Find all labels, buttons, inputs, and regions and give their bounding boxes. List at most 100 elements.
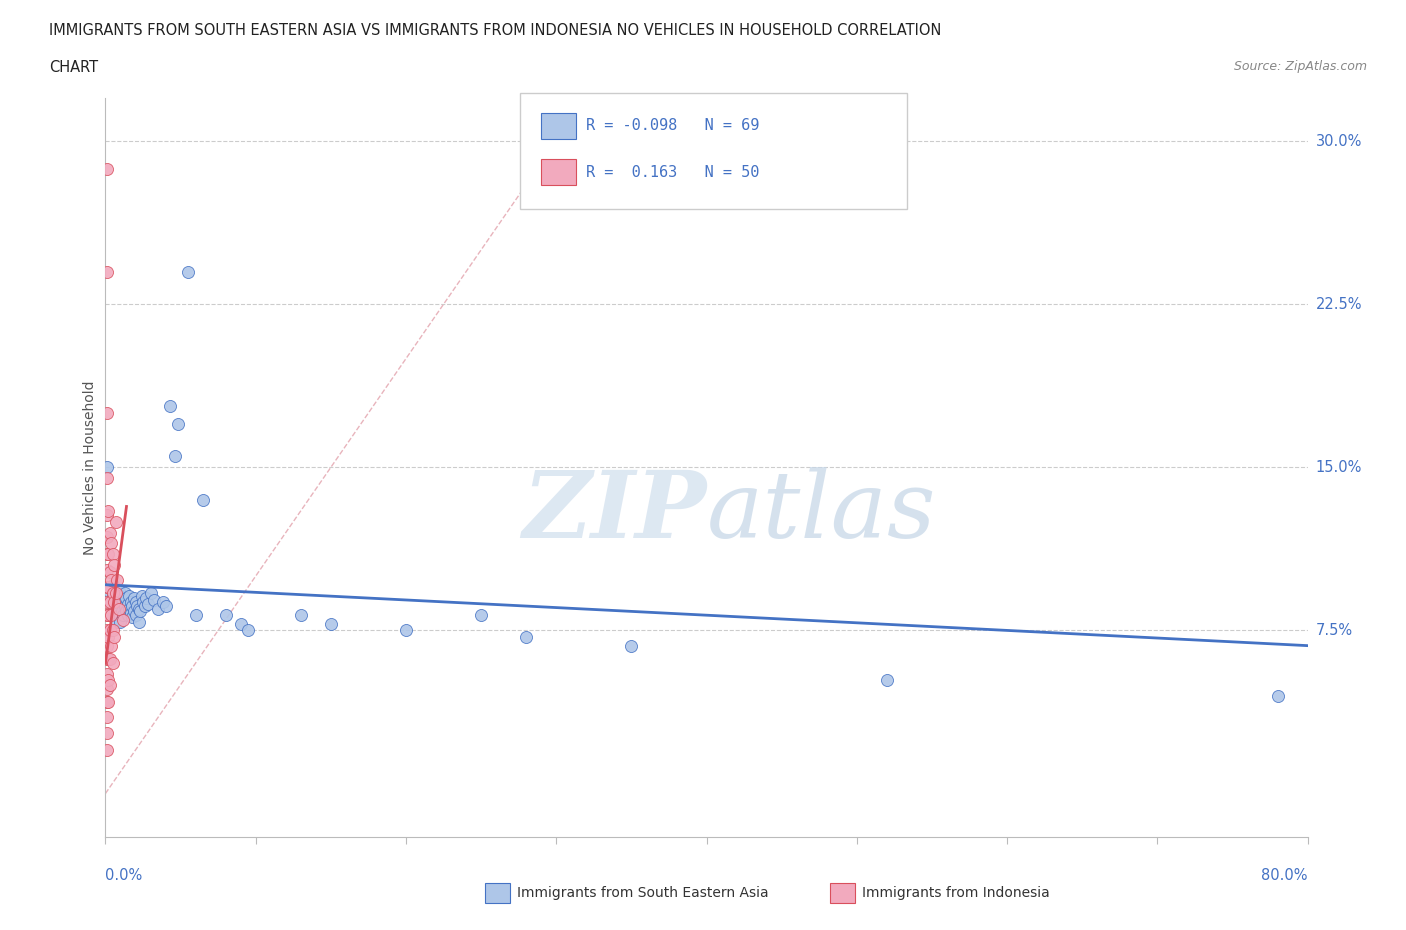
Point (134, 599, 156, 614)
Point (108, 601, 131, 616)
Y-axis label: No Vehicles in Household: No Vehicles in Household (83, 380, 97, 554)
Point (103, 594, 125, 609)
Point (96, 682, 118, 697)
Point (96, 638, 118, 653)
Text: 30.0%: 30.0% (1316, 134, 1362, 149)
Point (108, 608, 131, 623)
Point (142, 592, 165, 607)
Point (103, 630, 125, 644)
Point (146, 601, 169, 616)
Point (100, 594, 122, 609)
Point (108, 597, 131, 612)
Point (191, 493, 214, 508)
Point (97, 547, 120, 562)
Point (104, 581, 127, 596)
Point (96, 651, 118, 666)
Point (96, 594, 118, 609)
Point (104, 594, 127, 609)
Point (98, 586, 121, 601)
Point (115, 604, 138, 618)
Point (101, 656, 124, 671)
Point (290, 608, 312, 623)
Point (114, 586, 136, 601)
Point (96, 623, 118, 638)
Point (98, 677, 121, 692)
Point (101, 586, 124, 601)
Point (238, 623, 260, 638)
Point (97, 651, 120, 666)
Text: 22.5%: 22.5% (1316, 297, 1362, 312)
Point (114, 599, 136, 614)
Point (470, 608, 492, 623)
Point (117, 608, 139, 623)
Point (104, 586, 127, 601)
Point (96, 264, 118, 279)
Text: R = -0.098   N = 69: R = -0.098 N = 69 (586, 118, 759, 133)
Point (395, 623, 418, 638)
Point (876, 673, 898, 688)
Point (96, 608, 118, 623)
Point (121, 610, 143, 625)
Point (100, 638, 122, 653)
Point (110, 601, 132, 616)
Text: Source: ZipAtlas.com: Source: ZipAtlas.com (1233, 60, 1367, 73)
Point (98, 623, 121, 638)
Point (229, 617, 252, 631)
Point (96, 562, 118, 577)
Point (103, 608, 125, 623)
Point (104, 514, 127, 529)
Point (96, 162, 118, 177)
Point (135, 591, 157, 605)
Point (96, 405, 118, 420)
Text: 15.0%: 15.0% (1316, 459, 1362, 475)
Point (132, 594, 155, 609)
Point (214, 608, 236, 623)
Point (101, 588, 124, 603)
Point (111, 604, 134, 618)
Point (117, 597, 139, 612)
Point (97, 579, 120, 594)
Point (184, 608, 207, 623)
Point (136, 597, 159, 612)
Point (152, 594, 174, 609)
Point (118, 601, 141, 616)
Point (110, 588, 132, 603)
Point (120, 594, 142, 609)
Point (319, 617, 342, 631)
Point (620, 638, 643, 653)
Point (163, 449, 186, 464)
Text: ZIP: ZIP (522, 467, 707, 557)
Point (125, 599, 148, 614)
Point (112, 608, 135, 623)
Point (112, 594, 135, 609)
Text: 0.0%: 0.0% (105, 868, 142, 883)
Point (118, 588, 141, 603)
Point (121, 599, 143, 614)
Text: IMMIGRANTS FROM SOUTH EASTERN ASIA VS IMMIGRANTS FROM INDONESIA NO VEHICLES IN H: IMMIGRANTS FROM SOUTH EASTERN ASIA VS IM… (49, 23, 942, 38)
Point (128, 615, 150, 630)
Point (107, 573, 129, 588)
Point (96, 547, 118, 562)
Point (97, 579, 120, 594)
Point (100, 536, 122, 551)
Point (131, 588, 153, 603)
Point (124, 594, 146, 609)
Point (515, 630, 537, 644)
Point (96, 460, 118, 474)
Point (100, 608, 122, 623)
Point (103, 601, 125, 616)
Point (111, 591, 134, 605)
Point (128, 601, 150, 616)
Text: Immigrants from Indonesia: Immigrants from Indonesia (862, 885, 1050, 900)
Point (96, 508, 118, 523)
Text: 7.5%: 7.5% (1316, 623, 1353, 638)
Text: R =  0.163   N = 50: R = 0.163 N = 50 (586, 165, 759, 179)
Point (97, 673, 120, 688)
Point (96, 579, 118, 594)
Point (103, 558, 125, 573)
Point (122, 604, 145, 618)
Point (97, 630, 120, 644)
Text: atlas: atlas (707, 467, 936, 557)
Point (96, 667, 118, 682)
Point (129, 604, 152, 618)
